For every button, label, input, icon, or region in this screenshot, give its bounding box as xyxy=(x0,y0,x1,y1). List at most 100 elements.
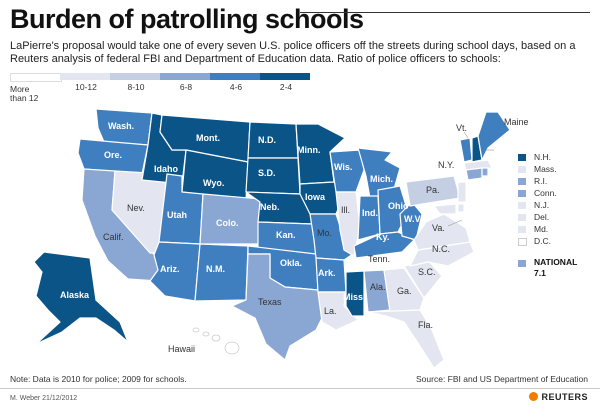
label-mich: Mich. xyxy=(370,174,393,184)
label-wv: W.V. xyxy=(404,214,422,224)
small-state-label: Del. xyxy=(534,212,550,222)
state-nj xyxy=(457,181,467,203)
label-iowa: Iowa xyxy=(305,192,326,202)
label-minn: Minn. xyxy=(297,145,321,155)
legend-label: 10-12 xyxy=(75,82,97,92)
national-label: NATIONAL xyxy=(534,257,578,267)
legend-label: 2-4 xyxy=(279,82,293,92)
label-alaska: Alaska xyxy=(60,290,90,300)
label-vt: Vt. xyxy=(456,123,467,133)
swatch xyxy=(518,166,526,173)
label-ga: Ga. xyxy=(397,286,412,296)
label-okla: Okla. xyxy=(280,258,302,268)
reuters-logo: REUTERS xyxy=(529,392,588,402)
label-ariz: Ariz. xyxy=(160,264,180,274)
small-state-label: D.C. xyxy=(534,236,551,246)
legend-label: 8-10 xyxy=(127,82,145,92)
page-title: Burden of patrolling schools xyxy=(10,4,364,34)
source-note: Source: FBI and US Department of Educati… xyxy=(416,374,588,384)
swatch xyxy=(518,214,526,221)
swatch xyxy=(518,178,526,185)
label-kan: Kan. xyxy=(276,230,296,240)
swatch xyxy=(518,238,527,246)
label-calif: Calif. xyxy=(103,232,124,242)
label-fla: Fla. xyxy=(418,320,433,330)
legend-swatch xyxy=(110,73,160,80)
label-maine: Maine xyxy=(504,117,529,127)
footer-rule xyxy=(0,388,600,389)
label-mont: Mont. xyxy=(196,133,220,143)
label-nev: Nev. xyxy=(127,203,145,213)
small-state-label: Conn. xyxy=(534,188,557,198)
legend-item-8-10: 8-10 xyxy=(110,73,162,92)
label-ky: Ky. xyxy=(376,232,389,242)
state-ill xyxy=(335,191,361,257)
national-swatch xyxy=(518,260,526,267)
state-hawaii xyxy=(192,327,240,355)
label-hawaii: Hawaii xyxy=(168,344,195,354)
label-ny: N.Y. xyxy=(438,160,454,170)
swatch xyxy=(518,226,526,233)
state-de xyxy=(457,203,465,213)
state-ri xyxy=(481,167,489,177)
state-texas xyxy=(231,253,327,361)
state-maine xyxy=(477,111,511,161)
legend-label: 6-8 xyxy=(179,82,193,92)
reuters-logo-icon xyxy=(529,392,539,401)
label-colo: Colo. xyxy=(216,218,239,228)
state-mich xyxy=(357,147,401,199)
color-scale-legend: More than 12 10-12 8-10 6-8 4-6 2-4 xyxy=(10,73,310,103)
small-state-label: N.J. xyxy=(534,200,550,210)
swatch xyxy=(518,190,526,197)
label-idaho: Idaho xyxy=(154,164,179,174)
state-wis xyxy=(329,149,365,193)
label-ore: Ore. xyxy=(104,150,122,160)
label-miss: Miss. xyxy=(343,292,366,302)
label-utah: Utah xyxy=(167,210,187,220)
label-la: La. xyxy=(324,306,337,316)
state-md xyxy=(433,203,457,215)
small-state-label: N.H. xyxy=(534,152,551,162)
page-subtitle: LaPierre's proposal would take one of ev… xyxy=(10,40,576,65)
label-neb: Neb. xyxy=(260,202,280,212)
legend-label: 4-6 xyxy=(229,82,243,92)
label-wyo: Wyo. xyxy=(203,178,224,188)
label-ill: Ill. xyxy=(341,205,350,215)
legend-item-4-6: 4-6 xyxy=(210,73,262,92)
legend-swatch xyxy=(210,73,260,80)
label-sc: S.C. xyxy=(418,267,436,277)
label-wash: Wash. xyxy=(108,121,134,131)
label-tenn: Tenn. xyxy=(368,254,390,264)
state-alaska xyxy=(33,251,129,345)
state-fla xyxy=(367,309,445,369)
label-va: Va. xyxy=(432,223,445,233)
label-wis: Wis. xyxy=(334,162,352,172)
brand-name: REUTERS xyxy=(541,392,588,402)
legend-label: More than 12 xyxy=(10,84,39,103)
label-nc: N.C. xyxy=(432,244,450,254)
legend-swatch xyxy=(160,73,210,80)
legend-swatch xyxy=(60,73,110,80)
label-sd: S.D. xyxy=(258,168,276,178)
national-value: 7.1 xyxy=(534,268,546,278)
state-miss xyxy=(345,270,365,317)
label-ohio: Ohio xyxy=(388,201,409,211)
label-ind: Ind. xyxy=(362,208,378,218)
legend-item-2-4: 2-4 xyxy=(260,73,312,92)
state-ga xyxy=(383,267,425,313)
label-ark: Ark. xyxy=(318,268,336,278)
label-ala: Ala. xyxy=(370,282,386,292)
small-state-label: Mass. xyxy=(534,164,557,174)
label-pa: Pa. xyxy=(426,185,440,195)
legend-swatch xyxy=(10,73,62,82)
state-conn xyxy=(465,167,483,181)
label-nm: N.M. xyxy=(206,264,225,274)
small-state-label: R.I. xyxy=(534,176,548,186)
label-mo: Mo. xyxy=(317,228,332,238)
data-note: Note: Data is 2010 for police; 2009 for … xyxy=(10,374,187,384)
state-va xyxy=(413,213,471,251)
us-map: Wash. Ore. Calif. Nev. Idaho Mont. Wyo. … xyxy=(33,108,529,369)
label-nd: N.D. xyxy=(258,135,276,145)
legend-item-10-12: 10-12 xyxy=(60,73,112,92)
credit: M. Weber 21/12/2012 xyxy=(10,395,78,402)
